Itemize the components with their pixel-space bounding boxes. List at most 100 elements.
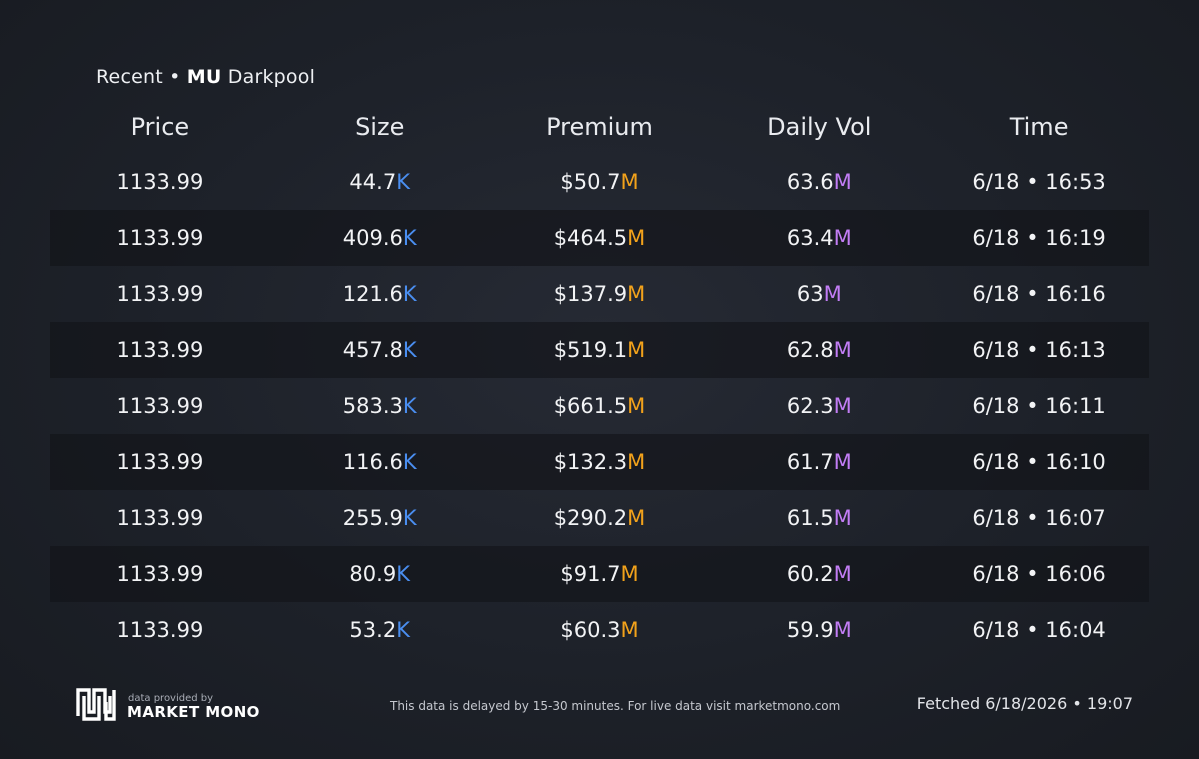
cell-value: 1133.99 xyxy=(116,618,204,642)
size-cell: 583.3K xyxy=(270,394,490,418)
size-cell: 121.6K xyxy=(270,282,490,306)
cell-value: 255.9 xyxy=(342,506,403,530)
market-mono-logo-icon xyxy=(76,688,116,721)
table-row: 1133.99 121.6K $137.9M 63M 6/18 • 16:16 xyxy=(50,266,1149,322)
cell-value: 6/18 • 16:13 xyxy=(972,338,1106,362)
table-row: 1133.99 457.8K $519.1M 62.8M 6/18 • 16:13 xyxy=(50,322,1149,378)
cell-value: 62.3 xyxy=(786,394,834,418)
cell-value: $290.2 xyxy=(553,506,628,530)
unit-suffix: M xyxy=(620,618,639,642)
delay-notice: This data is delayed by 15-30 minutes. F… xyxy=(390,699,841,713)
cell-value: 583.3 xyxy=(342,394,403,418)
unit-suffix: M xyxy=(833,226,852,250)
cell-value: 6/18 • 16:07 xyxy=(972,506,1106,530)
price-cell: 1133.99 xyxy=(50,170,270,194)
cell-value: 1133.99 xyxy=(116,338,204,362)
title-suffix: Darkpool xyxy=(227,66,316,88)
cell-value: 44.7 xyxy=(349,170,397,194)
premium-cell: $290.2M xyxy=(490,506,710,530)
unit-suffix: M xyxy=(627,394,646,418)
size-cell: 80.9K xyxy=(270,562,490,586)
time-cell: 6/18 • 16:07 xyxy=(929,506,1149,530)
cell-value: $519.1 xyxy=(553,338,628,362)
unit-suffix: M xyxy=(823,282,842,306)
unit-suffix: M xyxy=(620,170,639,194)
unit-suffix: M xyxy=(833,338,852,362)
cell-value: 121.6 xyxy=(342,282,403,306)
size-cell: 255.9K xyxy=(270,506,490,530)
unit-suffix: K xyxy=(402,506,417,530)
premium-cell: $132.3M xyxy=(490,450,710,474)
data-provided-by-label: data provided by xyxy=(128,693,214,704)
unit-suffix: M xyxy=(627,282,646,306)
table-row: 1133.99 583.3K $661.5M 62.3M 6/18 • 16:11 xyxy=(50,378,1149,434)
price-cell: 1133.99 xyxy=(50,506,270,530)
daily-vol-cell: 63.4M xyxy=(709,226,929,250)
unit-suffix: M xyxy=(833,506,852,530)
unit-suffix: K xyxy=(396,562,410,586)
fetched-timestamp: Fetched 6/18/2026 • 19:07 xyxy=(916,694,1133,713)
cell-value: 61.5 xyxy=(786,506,834,530)
cell-value: 1133.99 xyxy=(116,506,204,530)
daily-vol-cell: 59.9M xyxy=(709,618,929,642)
column-header-time: Time xyxy=(1009,113,1069,141)
cell-value: 63.6 xyxy=(786,170,834,194)
table-row: 1133.99 80.9K $91.7M 60.2M 6/18 • 16:06 xyxy=(50,546,1149,602)
unit-suffix: M xyxy=(627,506,646,530)
brand-name: MARKET MONO xyxy=(127,703,260,721)
unit-suffix: M xyxy=(620,562,639,586)
cell-value: 409.6 xyxy=(342,226,403,250)
cell-value: 6/18 • 16:19 xyxy=(972,226,1106,250)
unit-suffix: M xyxy=(627,226,646,250)
cell-value: $464.5 xyxy=(553,226,628,250)
time-cell: 6/18 • 16:19 xyxy=(929,226,1149,250)
cell-value: 61.7 xyxy=(786,450,834,474)
unit-suffix: M xyxy=(833,618,852,642)
cell-value: 60.2 xyxy=(786,562,834,586)
price-cell: 1133.99 xyxy=(50,226,270,250)
cell-value: 80.9 xyxy=(349,562,397,586)
cell-value: 62.8 xyxy=(786,338,834,362)
cell-value: 6/18 • 16:10 xyxy=(972,450,1106,474)
unit-suffix: M xyxy=(833,562,852,586)
premium-cell: $661.5M xyxy=(490,394,710,418)
time-cell: 6/18 • 16:53 xyxy=(929,170,1149,194)
unit-suffix: M xyxy=(627,338,646,362)
table-header-row: Price Size Premium Daily Vol Time xyxy=(50,100,1149,154)
price-cell: 1133.99 xyxy=(50,450,270,474)
cell-value: 1133.99 xyxy=(116,450,204,474)
unit-suffix: K xyxy=(396,618,410,642)
daily-vol-cell: 61.7M xyxy=(709,450,929,474)
daily-vol-cell: 61.5M xyxy=(709,506,929,530)
cell-value: 53.2 xyxy=(349,618,397,642)
size-cell: 53.2K xyxy=(270,618,490,642)
daily-vol-cell: 63.6M xyxy=(709,170,929,194)
table-row: 1133.99 44.7K $50.7M 63.6M 6/18 • 16:53 xyxy=(50,154,1149,210)
cell-value: 6/18 • 16:06 xyxy=(972,562,1106,586)
time-cell: 6/18 • 16:13 xyxy=(929,338,1149,362)
daily-vol-cell: 63M xyxy=(709,282,929,306)
cell-value: 6/18 • 16:16 xyxy=(972,282,1106,306)
premium-cell: $50.7M xyxy=(490,170,710,194)
cell-value: 6/18 • 16:11 xyxy=(972,394,1106,418)
title-prefix: Recent • xyxy=(96,66,181,88)
premium-cell: $464.5M xyxy=(490,226,710,250)
unit-suffix: K xyxy=(402,226,417,250)
price-cell: 1133.99 xyxy=(50,282,270,306)
cell-value: 1133.99 xyxy=(116,170,204,194)
cell-value: 63.4 xyxy=(786,226,834,250)
size-cell: 116.6K xyxy=(270,450,490,474)
cell-value: $60.3 xyxy=(560,618,621,642)
premium-cell: $60.3M xyxy=(490,618,710,642)
cell-value: 1133.99 xyxy=(116,226,204,250)
unit-suffix: K xyxy=(402,450,417,474)
table-row: 1133.99 409.6K $464.5M 63.4M 6/18 • 16:19 xyxy=(50,210,1149,266)
cell-value: $132.3 xyxy=(553,450,628,474)
table-body: 1133.99 44.7K $50.7M 63.6M 6/18 • 16:53 1133.… xyxy=(50,154,1149,658)
cell-value: $137.9 xyxy=(553,282,628,306)
title-ticker: MU xyxy=(186,66,222,88)
cell-value: 1133.99 xyxy=(116,282,204,306)
size-cell: 409.6K xyxy=(270,226,490,250)
daily-vol-cell: 60.2M xyxy=(709,562,929,586)
price-cell: 1133.99 xyxy=(50,618,270,642)
